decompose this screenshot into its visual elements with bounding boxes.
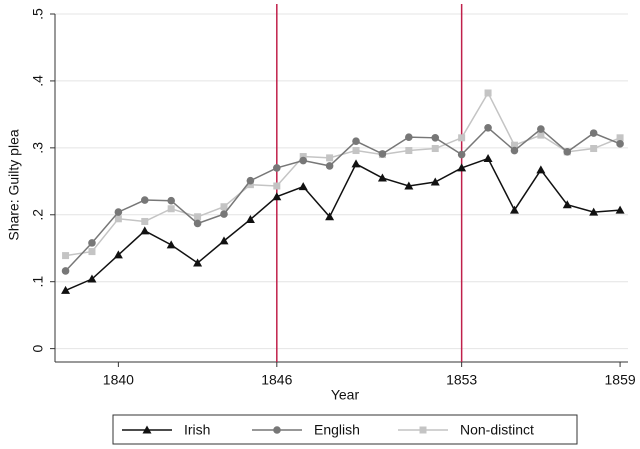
- marker: [141, 217, 149, 225]
- y-tick-label: .1: [30, 276, 46, 288]
- marker: [430, 177, 440, 186]
- marker: [431, 134, 440, 142]
- marker: [193, 219, 202, 228]
- marker: [509, 205, 519, 214]
- marker: [61, 285, 71, 294]
- marker: [351, 159, 361, 168]
- marker: [484, 89, 492, 97]
- marker: [114, 208, 123, 216]
- marker: [457, 150, 466, 159]
- marker: [377, 173, 387, 182]
- marker: [140, 226, 150, 235]
- marker: [405, 147, 413, 155]
- marker: [299, 153, 307, 161]
- series-line: [65, 91, 621, 257]
- series-line: [65, 126, 621, 272]
- marker: [325, 212, 335, 221]
- marker: [484, 123, 492, 132]
- legend-label: Irish: [184, 422, 210, 438]
- marker: [220, 210, 228, 218]
- series-line: [65, 157, 621, 292]
- marker: [167, 205, 175, 213]
- marker: [87, 274, 97, 283]
- marker: [140, 196, 149, 204]
- marker: [193, 258, 203, 267]
- marker: [352, 137, 360, 145]
- y-tick-label: .3: [30, 142, 46, 154]
- x-tick-label: 1840: [103, 372, 134, 388]
- marker: [62, 252, 70, 260]
- legend-box: [112, 414, 578, 445]
- marker: [61, 267, 70, 275]
- marker: [88, 248, 96, 256]
- marker: [167, 196, 175, 205]
- marker: [483, 154, 493, 163]
- marker: [325, 162, 334, 170]
- marker: [616, 134, 624, 142]
- marker: [245, 214, 255, 223]
- marker: [326, 154, 334, 162]
- marker: [563, 148, 572, 156]
- x-axis-label: Year: [331, 387, 360, 403]
- marker: [537, 131, 545, 139]
- marker: [273, 164, 281, 172]
- marker: [510, 141, 518, 149]
- marker: [536, 165, 546, 174]
- marker: [590, 145, 598, 153]
- marker: [589, 207, 599, 216]
- marker: [246, 181, 254, 189]
- marker: [220, 203, 228, 211]
- marker: [246, 176, 255, 185]
- marker: [113, 250, 123, 259]
- marker: [272, 192, 282, 201]
- marker: [458, 134, 466, 142]
- marker: [166, 240, 176, 249]
- marker: [194, 213, 202, 221]
- legend-label: Non-distinct: [460, 422, 534, 438]
- y-tick-label: .2: [30, 209, 46, 221]
- x-tick-label: 1859: [605, 372, 636, 388]
- legend-marker: [273, 426, 281, 434]
- y-axis-label: Share: Guilty plea: [6, 129, 22, 240]
- marker: [219, 236, 229, 245]
- marker: [431, 145, 439, 153]
- marker: [457, 163, 467, 172]
- y-tick-label: .5: [30, 8, 46, 20]
- marker: [510, 146, 519, 155]
- x-tick-label: 1853: [446, 372, 477, 388]
- y-tick-label: 0: [30, 345, 46, 353]
- marker: [405, 133, 413, 141]
- marker: [404, 181, 414, 190]
- marker: [273, 182, 281, 190]
- marker: [88, 239, 96, 247]
- marker: [615, 205, 625, 214]
- marker: [114, 215, 122, 223]
- legend-label: English: [314, 422, 360, 438]
- marker: [562, 200, 572, 209]
- marker: [616, 140, 624, 148]
- y-tick-label: .4: [30, 75, 46, 87]
- marker: [537, 125, 545, 133]
- marker: [298, 182, 308, 191]
- x-tick-label: 1846: [261, 372, 292, 388]
- marker: [378, 150, 387, 158]
- marker: [352, 147, 360, 155]
- legend-marker: [142, 425, 152, 434]
- legend-marker: [419, 426, 427, 434]
- marker: [589, 129, 598, 137]
- marker: [299, 156, 308, 165]
